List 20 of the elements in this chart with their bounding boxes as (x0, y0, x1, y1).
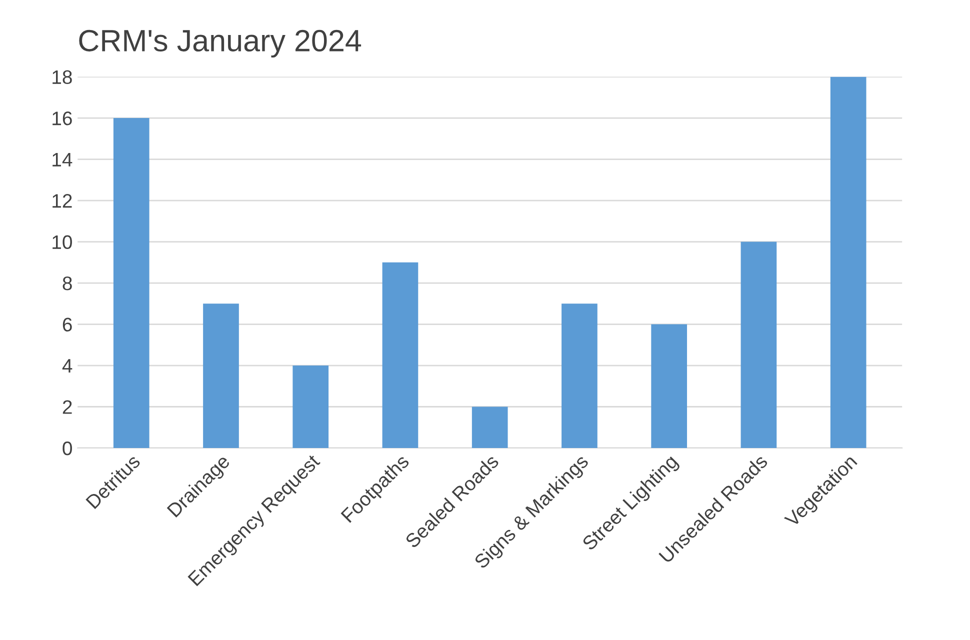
bar (830, 76, 866, 448)
y-tick-label: 16 (52, 112, 72, 126)
bar (740, 242, 777, 448)
y-tick-label: 0 (62, 441, 72, 456)
bar (562, 304, 598, 448)
bar (203, 304, 239, 448)
bar (382, 262, 418, 448)
y-tick-label: 14 (52, 152, 72, 166)
bar (651, 324, 688, 448)
y-tick-label: 6 (62, 318, 72, 332)
y-tick-label: 4 (62, 359, 72, 373)
bar (113, 118, 150, 448)
y-tick-label: 12 (52, 194, 72, 208)
bar (292, 366, 329, 448)
y-tick-label: 8 (62, 276, 72, 290)
y-tick-label: 18 (52, 70, 72, 84)
y-tick-label: 2 (62, 400, 72, 414)
bar (472, 406, 508, 448)
y-tick-label: 10 (52, 235, 72, 250)
chart-title: CRM's January 2024 (79, 30, 362, 58)
